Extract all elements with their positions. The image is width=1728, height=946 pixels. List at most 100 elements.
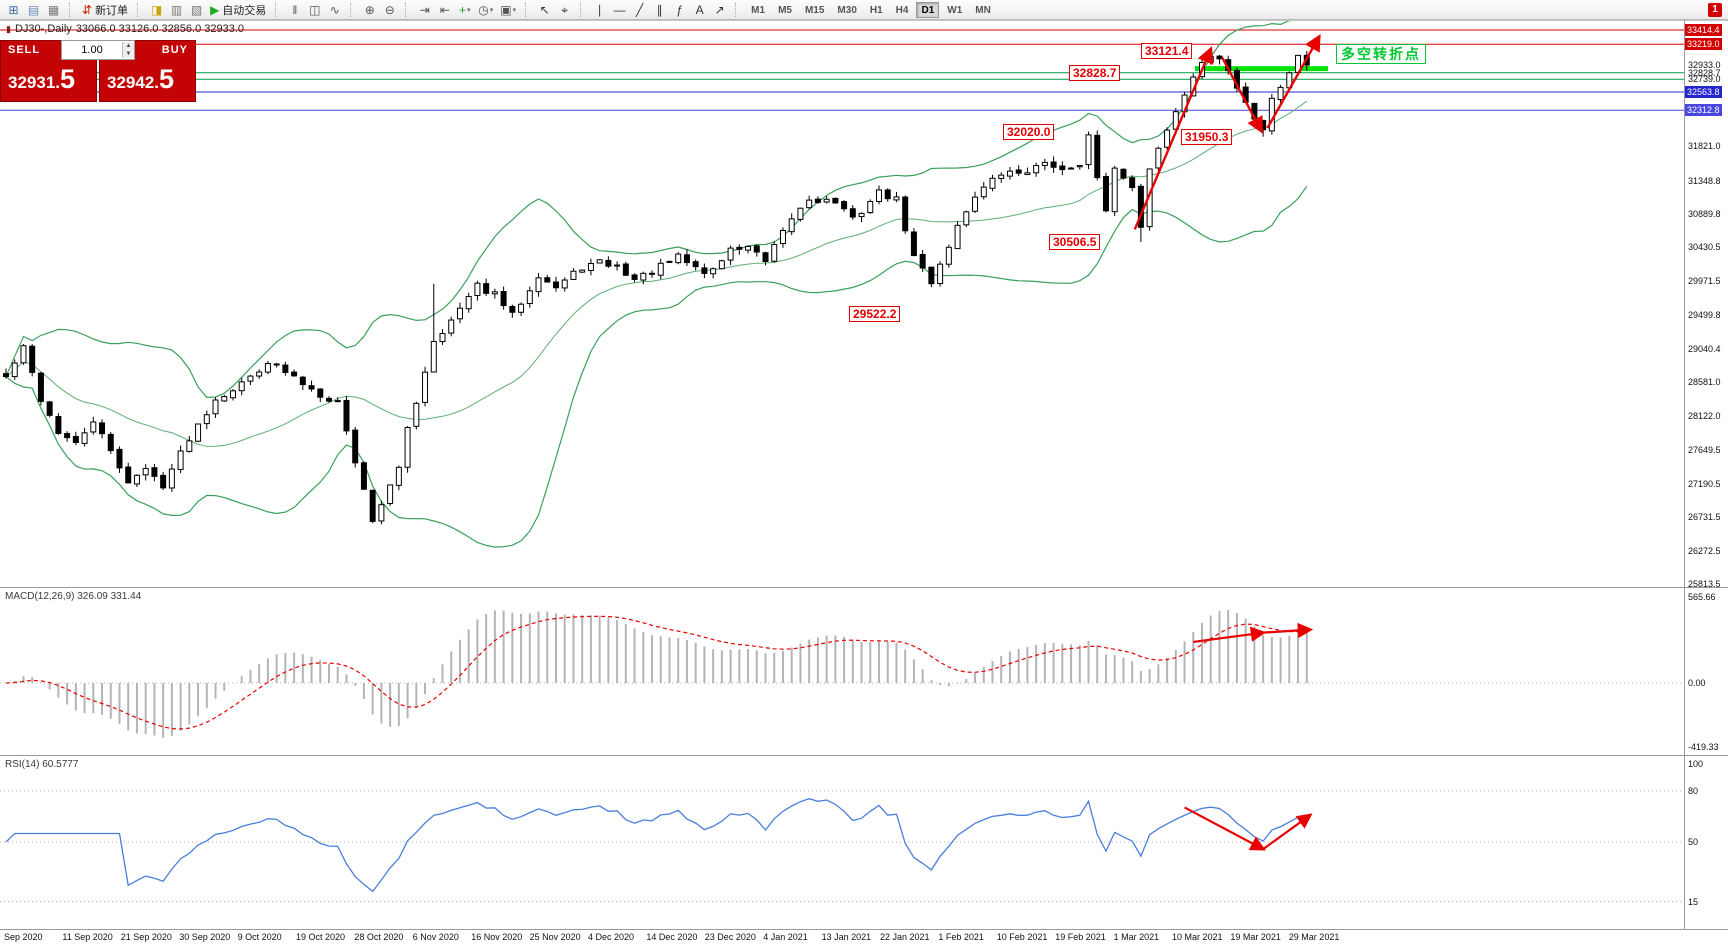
mql-editor-icon[interactable]: ◨ [147, 1, 166, 19]
price-axis-label: 31348.8 [1688, 175, 1721, 186]
autotrade-button-label: 自动交易 [222, 4, 267, 17]
chart-shift-icon[interactable]: ⇤ [435, 1, 454, 19]
time-axis-label: 13 Jan 2021 [821, 932, 872, 942]
bar-chart-icon[interactable]: ‖ [285, 1, 304, 19]
price-axis-label: 30889.8 [1688, 209, 1721, 219]
alerts-badge[interactable]: 1 [1708, 2, 1722, 17]
autotrade-button[interactable]: ▶ 自动交易 [207, 1, 269, 19]
price-axis-label: 31821.0 [1688, 141, 1721, 152]
candlestick-chart-icon: ◫ [309, 2, 321, 17]
text-tool-icon: A [695, 2, 704, 17]
pane-separator-macd[interactable] [0, 587, 1728, 590]
chart-note[interactable]: 多空转折点 [1336, 44, 1426, 64]
time-axis-label: 10 Feb 2021 [996, 932, 1048, 942]
crosshair-tool-button[interactable]: ⌖ [555, 1, 574, 19]
price-axis-tag: 33219.0 [1685, 38, 1722, 51]
text-tool-button[interactable]: A [690, 1, 709, 19]
timeframe-m15-button[interactable]: M15 [804, 4, 825, 16]
terminal-icon: ▥ [170, 2, 183, 17]
trend-arrows [1133, 33, 1321, 851]
time-axis-label: 10 Mar 2021 [1172, 932, 1223, 942]
terminal-icon[interactable]: ▥ [167, 1, 186, 19]
candlestick-chart-icon[interactable]: ◫ [305, 1, 324, 19]
cursor-tool-button[interactable]: ↖ [535, 1, 554, 19]
autotrade-icon: ▶ [210, 2, 220, 17]
timeframe-m1-button[interactable]: M1 [751, 4, 766, 16]
price-axis-label: 27190.5 [1688, 478, 1721, 489]
time-axis-label: 1 Mar 2021 [1113, 932, 1160, 942]
price-axis-tag: 32563.8 [1685, 85, 1722, 98]
rsi-axis-label: 15 [1688, 896, 1699, 907]
trendline-tool-button[interactable]: ╱ [630, 1, 649, 19]
price-callout[interactable]: 32020.0 [1003, 123, 1055, 140]
spinner-up-icon[interactable]: ▲ [123, 42, 134, 50]
new-order-button[interactable]: ⇵ 新订单 [79, 1, 131, 19]
price-axis-label: 28122.0 [1688, 410, 1721, 421]
toolbar-separator [735, 2, 741, 17]
buy-button[interactable]: BUY 32942.5 [99, 40, 196, 102]
templates-button[interactable]: ▣ ▾ [497, 1, 519, 19]
market-watch-icon[interactable]: ▦ [44, 1, 63, 19]
periods-button[interactable]: ◷ ▾ [475, 1, 496, 19]
auto-scroll-icon: ⇥ [419, 2, 430, 17]
time-axis-label: 4 Dec 2020 [588, 932, 635, 942]
price-axis-tag: 33414.4 [1685, 23, 1722, 36]
symbol-period-label: DJ30-,Daily [14, 23, 72, 35]
price-axis[interactable] [1684, 20, 1728, 929]
horizontal-line-tool-button[interactable]: ― [610, 1, 629, 19]
new-chart-icon: ⊞ [8, 2, 19, 17]
price-axis-label: 26272.5 [1688, 545, 1721, 556]
zoom-in-icon[interactable]: ⊕ [360, 1, 379, 19]
new-chart-icon[interactable]: ⊞ [4, 1, 23, 19]
volume-value: 1.00 [81, 44, 103, 56]
arrows-tool-button[interactable]: ↗ [710, 1, 729, 19]
auto-scroll-icon[interactable]: ⇥ [415, 1, 434, 19]
time-axis-label: 11 Sep 2020 [62, 932, 113, 942]
price-callout[interactable]: 33121.4 [1141, 43, 1193, 60]
price-callout[interactable]: 29522.2 [849, 305, 901, 322]
zoom-in-icon: ⊕ [364, 2, 375, 17]
volume-input[interactable]: 1.00 ▲ ▼ [61, 40, 135, 60]
timeframe-m30-button[interactable]: M30 [837, 4, 857, 16]
time-axis-label: 28 Oct 2020 [354, 932, 404, 942]
volume-spinner[interactable]: ▲ ▼ [122, 42, 134, 58]
time-axis-label: 25 Nov 2020 [529, 932, 581, 942]
bar-chart-icon: ‖ [292, 2, 298, 17]
fibonacci-tool-button[interactable]: ƒ [670, 1, 689, 19]
line-chart-icon[interactable]: ∿ [325, 1, 344, 19]
channel-tool-icon: ∥ [656, 2, 663, 17]
price-axis-tag: 32312.8 [1685, 104, 1722, 117]
zoom-out-icon[interactable]: ⊖ [380, 1, 399, 19]
timeframe-w1-button[interactable]: W1 [947, 4, 963, 16]
price-callout[interactable]: 30506.5 [1049, 233, 1101, 250]
strategy-tester-icon[interactable]: ▧ [187, 1, 206, 19]
profiles-icon[interactable]: ▤ [24, 1, 43, 19]
price-axis-label: 29499.8 [1688, 310, 1721, 321]
time-axis-label: 19 Oct 2020 [296, 932, 346, 942]
pane-separator-rsi[interactable] [0, 755, 1728, 758]
buy-label: BUY [161, 44, 188, 56]
timeframe-d1-button[interactable]: D1 [916, 1, 940, 18]
price-callout[interactable]: 31950.3 [1181, 128, 1233, 145]
channel-tool-button[interactable]: ∥ [650, 1, 669, 19]
rsi-axis-label: 100 [1688, 759, 1704, 769]
price-callout[interactable]: 32828.7 [1069, 64, 1121, 81]
timeframe-m5-button[interactable]: M5 [778, 4, 792, 16]
profiles-icon: ▤ [27, 2, 40, 17]
vertical-line-tool-button[interactable]: ∣ [590, 1, 609, 19]
time-axis-label: 19 Mar 2021 [1230, 932, 1281, 942]
dropdown-caret-icon: ▾ [489, 6, 494, 14]
time-axis[interactable] [0, 929, 1728, 946]
timeframe-h4-button[interactable]: H4 [895, 4, 909, 16]
price-axis-label: 29971.5 [1688, 275, 1721, 286]
buy-price: 32942.5 [107, 64, 175, 94]
spinner-down-icon[interactable]: ▼ [123, 50, 134, 58]
timeframe-mn-button[interactable]: MN [975, 4, 991, 16]
horizontal-line-tool-icon: ― [613, 2, 626, 17]
line-chart-icon: ∿ [329, 2, 340, 17]
indicators-button[interactable]: + ▾ [455, 1, 474, 19]
timeframe-h1-button[interactable]: H1 [869, 4, 883, 16]
time-axis-label: 21 Sep 2020 [120, 932, 172, 942]
